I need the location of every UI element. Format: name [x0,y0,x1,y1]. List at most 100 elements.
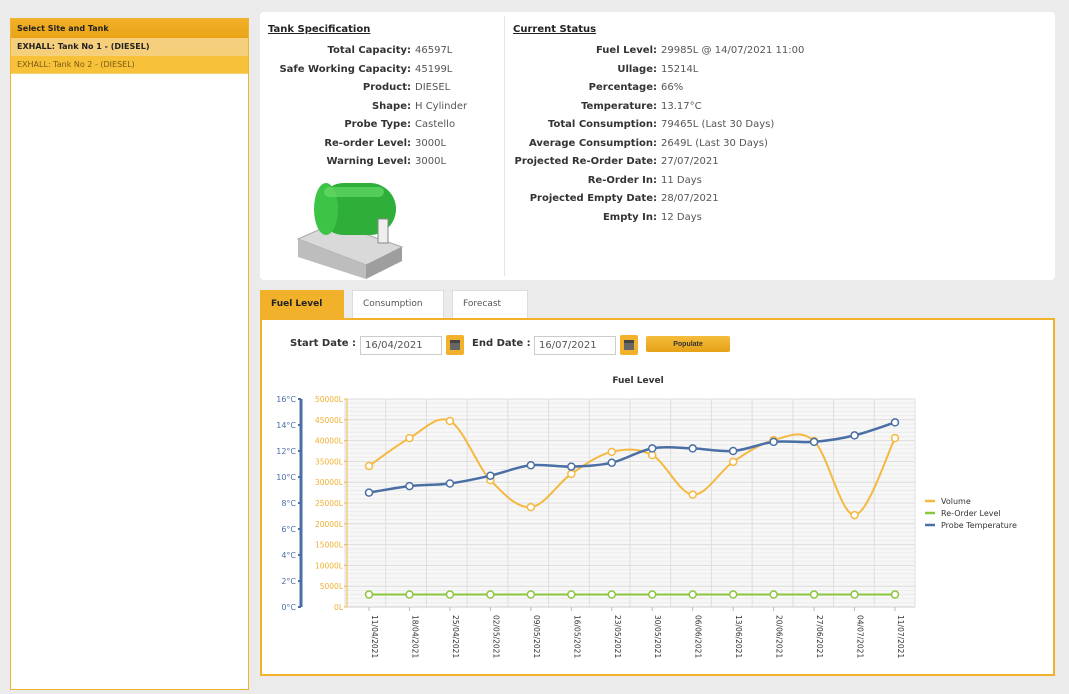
info-row: Empty In: 12 Days [512,209,804,228]
probe-temperature-point [850,431,859,440]
volume-point [607,447,617,457]
volume-point [728,457,738,467]
end-calendar-icon[interactable] [620,335,638,355]
legend-label: Probe Temperature [941,521,1017,530]
info-label: Shape: [371,100,411,112]
x-tick-label: 11/07/2021 [896,615,905,658]
re-order-level-point [769,590,778,599]
info-row: Temperature: 13.17°C [512,98,804,117]
re-order-level-point [647,590,657,599]
info-row: Average Consumption: 2649L (Last 30 Days) [512,135,804,154]
info-value: 12 Days [661,211,702,223]
x-tick-label: 13/06/2021 [734,615,743,658]
probe-temperature-point [526,461,536,470]
volume-tick-label: 10000L [315,561,344,570]
info-label: Temperature: [581,100,657,112]
tab-forecast[interactable]: Forecast [452,290,528,318]
volume-point [405,433,414,443]
x-tick-label: 16/05/2021 [572,615,581,658]
tab-fuel-level[interactable]: Fuel Level [260,290,344,318]
volume-tick-label: 15000L [315,541,344,550]
volume-tick-label: 30000L [315,478,344,487]
x-tick-label: 09/05/2021 [532,615,541,658]
tank-item-1[interactable]: EXHALL: Tank No 1 - (DIESEL) [11,38,248,56]
x-tick-label: 23/05/2021 [613,615,622,658]
info-label: Empty In: [602,211,657,223]
re-order-level-point [486,590,495,599]
temp-tick-label: 12°C [276,447,296,456]
x-tick-label: 25/04/2021 [451,615,460,658]
info-value: 2649L (Last 30 Days) [661,137,768,149]
volume-point [850,510,859,520]
info-label: Ullage: [617,63,657,75]
tank-spec-title: Tank Specification [268,24,371,35]
volume-point [364,461,374,471]
tank-item-2[interactable]: EXHALL: Tank No 2 - (DIESEL) [11,56,248,74]
tank-image [296,183,404,279]
info-value: 13.17°C [661,100,702,112]
info-value: DIESEL [415,82,451,93]
info-label: Projected Re-Order Date: [514,156,658,167]
volume-point [526,502,536,512]
info-row: Probe Type: Castello [260,116,467,135]
info-value: 27/07/2021 [661,156,719,167]
info-row: Projected Re-Order Date: 27/07/2021 [512,153,804,172]
temp-tick-label: 14°C [276,421,296,430]
info-label: Total Capacity: [327,45,411,56]
info-row: Re-order Level: 3000L [260,135,467,154]
re-order-level-point [890,590,900,599]
re-order-level-point [405,590,414,599]
info-label: Probe Type: [344,119,411,130]
volume-tick-label: 5000L [320,582,344,591]
info-row: Product: DIESEL [260,79,467,98]
info-value: 3000L [415,137,447,149]
start-calendar-icon[interactable] [446,335,464,355]
x-tick-label: 18/04/2021 [410,615,419,658]
end-date-input[interactable] [534,336,616,355]
volume-tick-label: 25000L [315,499,344,508]
fuel-level-panel: Start Date : End Date : Populate Fuel Le… [260,318,1055,676]
probe-temperature-point [567,462,576,471]
section-divider [504,16,505,276]
volume-tick-label: 35000L [315,457,344,466]
info-label: Product: [362,82,411,93]
probe-temperature-point [647,444,657,453]
volume-point [445,416,455,426]
volume-tick-label: 0L [334,603,344,612]
info-value: Castello [415,119,456,130]
tab-consumption[interactable]: Consumption [352,290,444,318]
info-row: Warning Level: 3000L [260,153,467,172]
probe-temperature-point [890,418,900,427]
re-order-level-point [364,590,374,599]
volume-point [567,469,576,479]
current-status-list: Fuel Level: 29985L @ 14/07/2021 11:00 Ulla… [512,42,805,228]
legend-label: Volume [941,497,971,506]
x-tick-label: 30/05/2021 [653,615,662,658]
re-order-level-point [809,590,819,599]
re-order-level-point [607,590,617,599]
end-date-label: End Date : [472,338,531,349]
start-date-input[interactable] [360,336,442,355]
info-row: Projected Empty Date: 28/07/2021 [512,190,804,209]
info-label: Average Consumption: [529,137,657,149]
info-label: Total Consumption: [548,119,657,130]
info-value: 28/07/2021 [661,193,719,204]
temp-tick-label: 0°C [281,603,296,612]
re-order-level-point [688,590,697,599]
x-tick-label: 27/06/2021 [815,615,824,658]
volume-point [647,450,657,460]
volume-tick-label: 45000L [315,416,344,425]
volume-tick-label: 50000L [315,395,344,404]
info-label: Safe Working Capacity: [279,63,411,75]
info-label: Projected Empty Date: [529,193,657,204]
info-row: Percentage: 66% [512,79,804,98]
probe-temperature-point [364,488,374,497]
re-order-level-point [445,590,455,599]
temp-tick-label: 4°C [281,551,296,560]
info-row: Total Capacity: 46597L [260,42,467,61]
temp-tick-label: 2°C [281,577,296,586]
info-row: Re-Order In: 11 Days [512,172,804,191]
info-label: Fuel Level: [595,45,657,56]
info-value: 11 Days [661,174,702,186]
populate-button[interactable]: Populate [646,336,730,352]
